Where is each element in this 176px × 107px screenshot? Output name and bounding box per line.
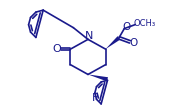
Text: O: O <box>122 22 130 32</box>
Text: OCH₃: OCH₃ <box>133 19 155 28</box>
Text: O: O <box>130 38 138 48</box>
Polygon shape <box>88 74 108 81</box>
Text: N: N <box>85 31 93 41</box>
Text: F: F <box>92 93 98 103</box>
Text: O: O <box>52 44 61 54</box>
Polygon shape <box>106 36 120 49</box>
